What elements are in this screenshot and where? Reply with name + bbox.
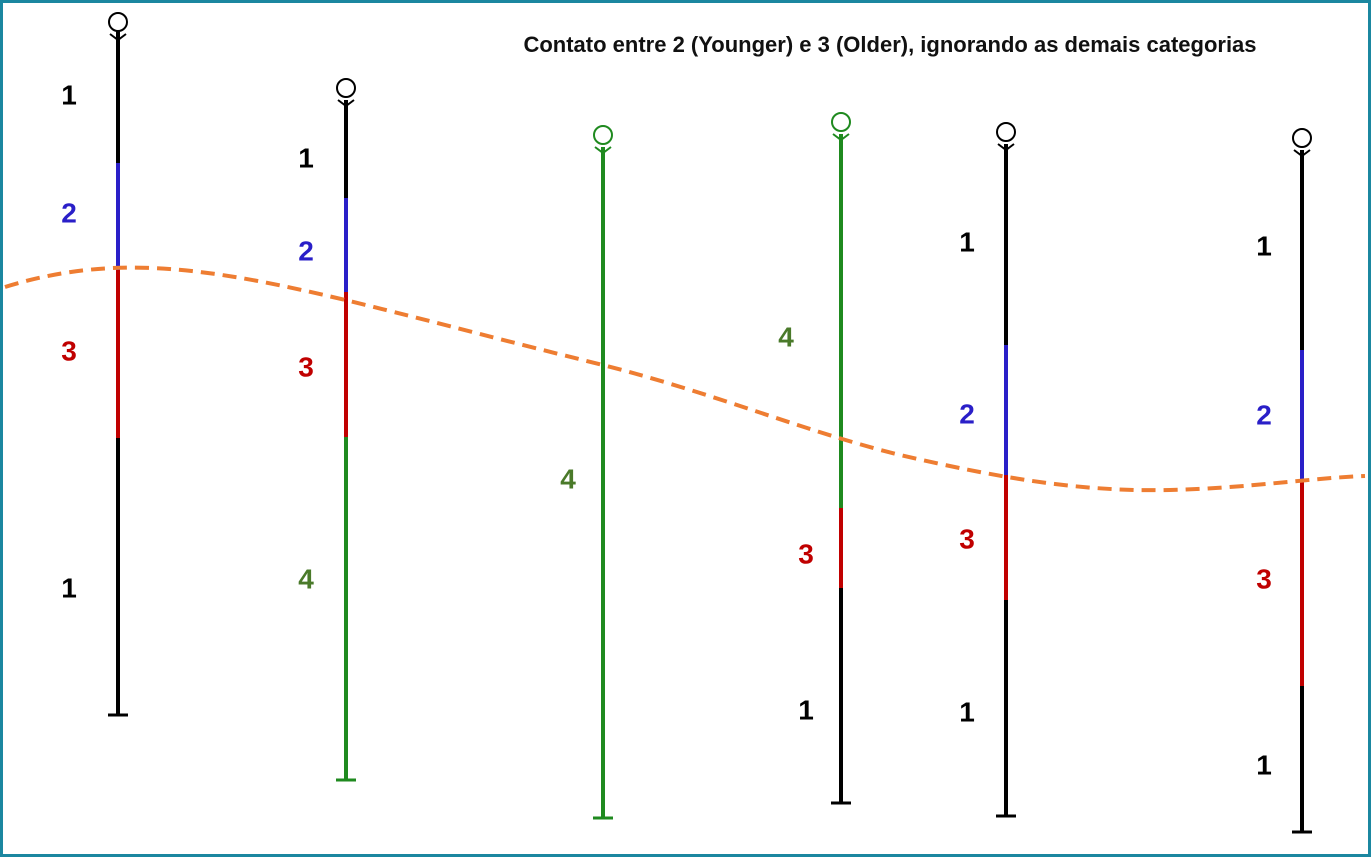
well-symbol xyxy=(336,78,356,98)
unit-label: 3 xyxy=(798,538,814,569)
unit-label: 3 xyxy=(61,335,77,366)
unit-label: 4 xyxy=(778,321,794,352)
well: 1 2 3 1 xyxy=(1256,128,1312,834)
unit-label: 1 xyxy=(1256,749,1272,780)
unit-label: 4 xyxy=(560,463,576,494)
unit-label: 2 xyxy=(1256,399,1272,430)
unit-label: 1 xyxy=(61,79,77,110)
well-symbol xyxy=(831,112,851,132)
well-arrow xyxy=(997,143,1015,152)
unit-label: 1 xyxy=(1256,230,1272,261)
unit-label: 3 xyxy=(1256,563,1272,594)
well-symbol xyxy=(996,122,1016,142)
unit-label: 2 xyxy=(959,398,975,429)
unit-label: 3 xyxy=(298,351,314,382)
well: 1 2 3 4 xyxy=(298,78,356,782)
contact-line xyxy=(4,265,1366,493)
well: 1 2 3 1 xyxy=(61,12,128,717)
unit-label: 1 xyxy=(798,694,814,725)
unit-label: 1 xyxy=(61,572,77,603)
unit-label: 1 xyxy=(959,226,975,257)
well-arrow xyxy=(337,99,355,108)
well-arrow xyxy=(594,146,612,155)
well-symbol xyxy=(1292,128,1312,148)
well: 1 2 3 1 xyxy=(959,122,1016,818)
unit-label: 1 xyxy=(959,696,975,727)
well-symbol xyxy=(108,12,128,32)
unit-label: 4 xyxy=(298,563,314,594)
well: 4 xyxy=(560,125,613,820)
wells: 1 2 3 1 1 2 3 4 4 4 3 1 1 2 3 1 1 2 3 1 xyxy=(61,12,1312,834)
well-arrow xyxy=(832,133,850,142)
unit-label: 2 xyxy=(61,197,77,228)
well-symbol xyxy=(593,125,613,145)
unit-label: 2 xyxy=(298,235,314,266)
unit-label: 3 xyxy=(959,523,975,554)
well: 4 3 1 xyxy=(778,112,851,805)
well-arrow xyxy=(1293,149,1311,158)
unit-label: 1 xyxy=(298,142,314,173)
well-arrow xyxy=(109,33,127,42)
title: Contato entre 2 (Younger) e 3 (Older), i… xyxy=(523,32,1256,57)
